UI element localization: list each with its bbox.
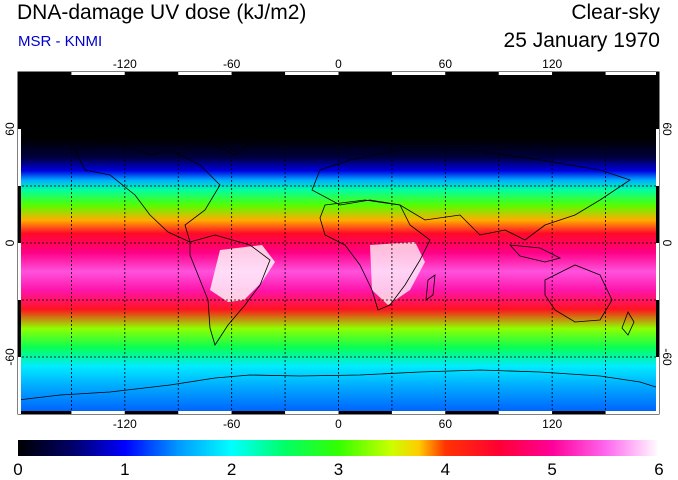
frame-tick-bar <box>18 411 72 414</box>
frame-tick-bar <box>285 72 339 75</box>
frame-tick-bar <box>391 411 446 414</box>
bottom-lon-tick-label: -120 <box>113 417 137 431</box>
bottom-lon-tick-label: 0 <box>335 417 342 431</box>
axis-labels: -120 -120 -60 -60 0 0 60 60 120 120 60 60 0 0 -60 -60 <box>3 57 674 431</box>
frame-tick-bar <box>18 186 21 243</box>
colorbar-tick-label: 6 <box>654 460 663 479</box>
new-zealand-coast <box>621 311 635 336</box>
bottom-lon-tick-label: 60 <box>439 417 453 431</box>
frame-tick-bar <box>231 411 286 414</box>
frame-tick-bar <box>552 72 606 75</box>
right-lat-tick-label: 60 <box>660 122 674 136</box>
frame-tick-bar <box>656 357 659 414</box>
map-title: DNA-damage UV dose (kJ/m2) <box>17 1 307 24</box>
left-lat-tick-label: 0 <box>3 239 17 246</box>
frame-tick-bar <box>552 411 606 414</box>
frame-tick-bar <box>178 411 232 414</box>
frame-tick-bar <box>18 72 72 75</box>
bottom-lon-tick-label: 120 <box>542 417 562 431</box>
colorbar-tick-label: 1 <box>120 460 129 479</box>
frame-tick-bar <box>71 411 125 414</box>
left-lat-tick-label: -60 <box>3 348 17 366</box>
colorbar-tick-label: 0 <box>13 460 22 479</box>
frame-tick-bars <box>18 72 659 414</box>
frame-tick-bar <box>71 72 125 75</box>
frame-tick-bar <box>124 411 179 414</box>
frame-tick-bar <box>18 243 21 300</box>
right-lat-tick-label: 0 <box>660 240 674 247</box>
africa-hotspot <box>370 242 425 305</box>
frame-tick-bar <box>285 411 339 414</box>
land-shapes <box>18 114 659 401</box>
colorbar-tick-label: 3 <box>334 460 343 479</box>
south-america-hotspot <box>210 245 275 302</box>
colorbar-scale <box>18 440 659 456</box>
frame-tick-bar <box>231 72 286 75</box>
eurasia-coast <box>311 149 631 241</box>
top-lon-tick-label: 60 <box>439 57 453 71</box>
coastlines <box>18 114 659 401</box>
frame-tick-bar <box>18 72 21 129</box>
colorbar-labels: 0 1 2 3 4 5 6 <box>13 460 663 479</box>
frame-tick-bar <box>605 411 659 414</box>
map-area: -120 -120 -60 -60 0 0 60 60 120 120 60 60 0 0 -60 -60 <box>3 57 674 431</box>
sky-condition-label: Clear-sky <box>571 1 660 24</box>
frame-tick-bar <box>124 72 179 75</box>
antarctica-coast <box>18 369 659 401</box>
frame-tick-bar <box>498 72 553 75</box>
frame-tick-bar <box>338 72 392 75</box>
frame-tick-bar <box>445 411 499 414</box>
lat-lon-grid <box>18 72 659 414</box>
colorbar: 0 1 2 3 4 5 6 <box>13 440 664 479</box>
frame-tick-bar <box>656 300 659 357</box>
frame-tick-bar <box>656 243 659 300</box>
north-america-coast <box>74 139 221 243</box>
top-lon-tick-label: -120 <box>113 57 137 71</box>
frame-tick-bar <box>605 72 659 75</box>
top-lon-tick-label: 120 <box>542 57 562 71</box>
frame-tick-bar <box>656 72 659 129</box>
frame-tick-bar <box>656 186 659 243</box>
australia-coast <box>544 264 613 323</box>
top-lon-tick-label: 0 <box>335 57 342 71</box>
frame-tick-bar <box>391 72 446 75</box>
frame-tick-bar <box>178 72 232 75</box>
madagascar-coast <box>425 274 436 301</box>
frame-tick-bar <box>656 129 659 186</box>
greenland-coast <box>209 114 261 156</box>
colorbar-tick-label: 4 <box>441 460 450 479</box>
right-lat-tick-label: -60 <box>660 348 674 366</box>
frame-tick-bar <box>498 411 553 414</box>
source-label: MSR - KNMI <box>18 33 103 50</box>
bottom-lon-tick-label: -60 <box>223 417 241 431</box>
top-lon-tick-label: -60 <box>223 57 241 71</box>
colorbar-tick-label: 5 <box>547 460 556 479</box>
frame-tick-bar <box>445 72 499 75</box>
frame-tick-bar <box>338 411 392 414</box>
date-label: 25 January 1970 <box>503 29 660 52</box>
frame-tick-bar <box>18 129 21 186</box>
frame-tick-bar <box>18 357 21 414</box>
frame-tick-bar <box>18 300 21 357</box>
africa-coast <box>319 199 431 311</box>
south-america-coast <box>189 234 271 346</box>
left-lat-tick-label: 60 <box>3 122 17 136</box>
colorbar-tick-label: 2 <box>227 460 236 479</box>
